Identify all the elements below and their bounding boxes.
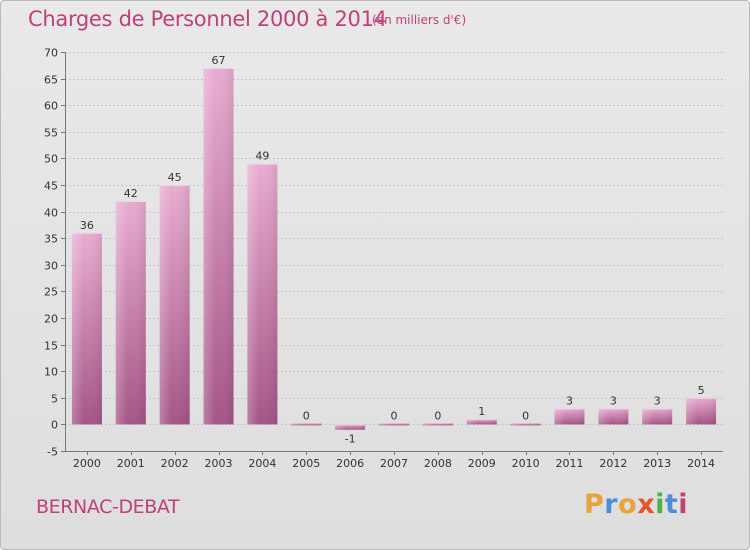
bar-2004 — [247, 163, 278, 425]
y-tick-label: 15 — [44, 340, 58, 353]
y-tick-label: -5 — [47, 446, 58, 459]
brand-text: Proxiti — [584, 489, 688, 520]
brand-letter: i — [678, 489, 689, 520]
y-tick-label: 65 — [44, 74, 58, 87]
value-label: 42 — [124, 187, 138, 200]
bar-2009 — [466, 419, 497, 425]
bar-shade — [335, 424, 366, 430]
value-label: 49 — [255, 150, 269, 163]
bar-shade — [247, 163, 278, 425]
value-label: 3 — [610, 394, 617, 407]
value-label: 45 — [168, 171, 182, 184]
bar-2003 — [203, 67, 234, 425]
bar-2014 — [686, 397, 717, 425]
y-tick-label: 50 — [44, 153, 58, 166]
bar-shade — [642, 408, 673, 425]
bar-2006 — [335, 424, 366, 430]
y-tick-label: 30 — [44, 260, 58, 273]
bar-shade — [203, 67, 234, 425]
bar-shade — [379, 423, 409, 426]
value-label: 5 — [698, 384, 705, 397]
y-tick-label: 45 — [44, 180, 58, 193]
value-label: 0 — [434, 409, 441, 422]
bar-2012 — [598, 408, 629, 425]
bar-shade — [291, 423, 322, 426]
brand-letter: i — [655, 489, 665, 520]
chart-title: Charges de Personnel 2000 à 2014 — [28, 7, 387, 31]
value-label: 3 — [654, 394, 661, 407]
x-tick-label: 2002 — [161, 457, 189, 470]
proxiti-logo[interactable]: Proxiti — [584, 489, 688, 520]
value-label: 36 — [80, 219, 94, 232]
value-label: -1 — [345, 433, 356, 446]
value-label: 0 — [391, 409, 398, 422]
x-tick-label: 2008 — [424, 457, 452, 470]
bar-shade — [598, 408, 629, 425]
bar-shade — [510, 423, 541, 426]
x-tick-label: 2013 — [643, 457, 671, 470]
brand-letter: r — [604, 489, 619, 520]
value-label: 3 — [566, 394, 573, 407]
x-tick-label: 2006 — [336, 457, 364, 470]
bar-2011 — [554, 408, 585, 425]
x-tick-label: 2012 — [599, 457, 627, 470]
x-tick-label: 2007 — [380, 457, 408, 470]
brand-letter: t — [664, 489, 679, 520]
bar-shade — [159, 185, 190, 425]
y-tick-label: 70 — [44, 47, 58, 60]
bar-2007 — [379, 423, 409, 426]
bar-shade — [554, 408, 585, 425]
bar-shade — [422, 423, 453, 426]
bar-2005 — [291, 423, 322, 426]
x-tick-label: 2009 — [468, 457, 496, 470]
x-tick-label: 2000 — [73, 457, 101, 470]
y-tick-label: 25 — [44, 286, 58, 299]
x-tick-label: 2005 — [292, 457, 320, 470]
x-tick-label: 2004 — [248, 457, 276, 470]
y-tick-label: 10 — [44, 366, 58, 379]
bar-2000 — [71, 232, 102, 425]
value-label: 0 — [303, 409, 310, 422]
bar-shade — [71, 232, 102, 425]
x-tick-label: 2011 — [555, 457, 583, 470]
y-tick-label: 40 — [44, 207, 58, 220]
bar-2008 — [422, 423, 453, 426]
bar-shade — [686, 397, 717, 425]
y-tick-label: 20 — [44, 313, 58, 326]
bar-2001 — [115, 200, 146, 425]
place-name: BERNAC-DEBAT — [36, 496, 180, 518]
y-tick-label: 60 — [44, 100, 58, 113]
bar-2010 — [510, 423, 541, 426]
x-tick-label: 2014 — [687, 457, 715, 470]
bar-shade — [115, 200, 146, 425]
value-label: 0 — [522, 409, 529, 422]
x-tick-label: 2001 — [117, 457, 145, 470]
y-tick-label: 5 — [51, 393, 58, 406]
bar-shade — [466, 419, 497, 425]
x-tick-label: 2010 — [512, 457, 540, 470]
value-label: 67 — [212, 54, 226, 67]
brand-letter: o — [618, 489, 638, 520]
x-tick-label: 2003 — [205, 457, 233, 470]
bar-2002 — [159, 185, 190, 425]
y-tick-label: 55 — [44, 127, 58, 140]
brand-letter: P — [584, 489, 605, 520]
value-label: 1 — [478, 405, 485, 418]
y-tick-label: 0 — [51, 419, 58, 432]
brand-letter: x — [637, 489, 656, 520]
bar-2013 — [642, 408, 673, 425]
chart-subtitle: (en milliers d'€) — [372, 13, 467, 27]
y-tick-label: 35 — [44, 233, 58, 246]
